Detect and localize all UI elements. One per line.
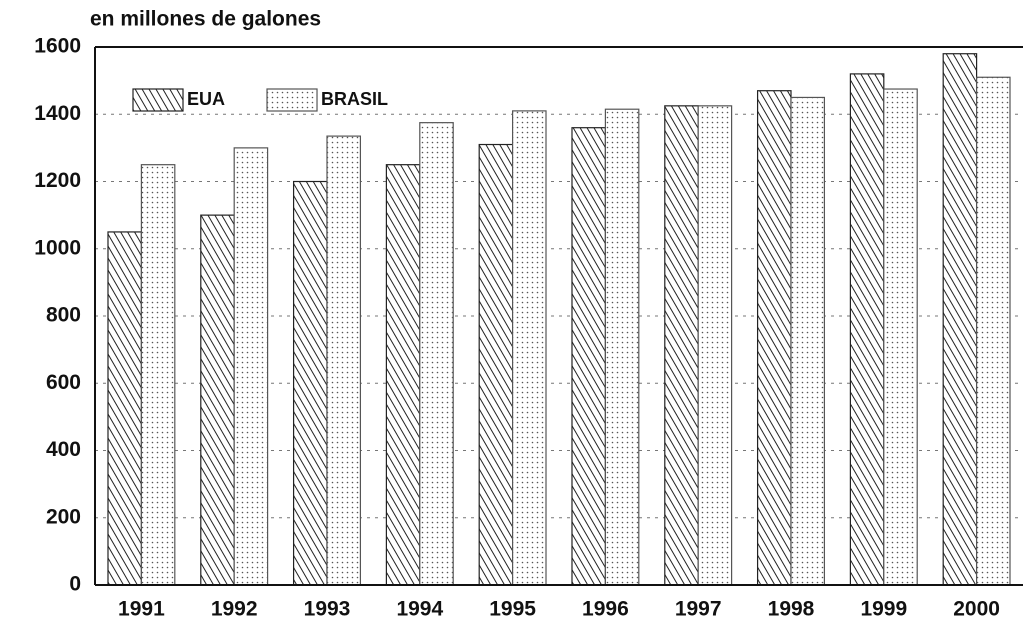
bar bbox=[385, 164, 421, 586]
chart-title: en millones de galones bbox=[90, 8, 321, 31]
bar bbox=[140, 164, 176, 586]
y-tick-label: 800 bbox=[46, 304, 81, 327]
bar bbox=[233, 147, 269, 586]
legend-label: EUA bbox=[187, 89, 225, 109]
bar bbox=[975, 76, 1011, 586]
y-tick-label: 200 bbox=[46, 505, 81, 528]
y-tick-label: 0 bbox=[69, 573, 81, 596]
bar bbox=[664, 105, 699, 586]
y-tick-label: 1000 bbox=[34, 236, 81, 259]
bar bbox=[326, 135, 362, 586]
bar bbox=[511, 110, 547, 586]
legend-label: BRASIL bbox=[321, 89, 388, 109]
bar bbox=[697, 105, 733, 586]
bar bbox=[604, 108, 640, 586]
y-tick-label: 1200 bbox=[34, 169, 81, 192]
bar bbox=[478, 143, 514, 586]
x-tick-label: 1996 bbox=[582, 598, 629, 621]
y-tick-label: 1600 bbox=[34, 35, 81, 58]
bar bbox=[849, 73, 885, 586]
bar bbox=[756, 90, 792, 586]
x-tick-label: 1995 bbox=[489, 598, 536, 621]
x-tick-label: 1991 bbox=[118, 598, 165, 621]
y-tick-label: 400 bbox=[46, 438, 81, 461]
x-tick-label: 1992 bbox=[211, 598, 258, 621]
bar bbox=[292, 180, 328, 586]
bar bbox=[107, 231, 142, 586]
bar bbox=[942, 53, 978, 586]
bar bbox=[883, 88, 918, 586]
x-tick-label: 1998 bbox=[768, 598, 815, 621]
bar bbox=[200, 214, 235, 586]
x-tick-label: 2000 bbox=[953, 598, 1000, 621]
y-tick-label: 600 bbox=[46, 371, 81, 394]
x-tick-label: 1999 bbox=[860, 598, 907, 621]
bar bbox=[790, 96, 826, 586]
bar bbox=[571, 127, 607, 586]
legend-swatch bbox=[132, 88, 184, 112]
x-tick-label: 1994 bbox=[396, 598, 443, 621]
y-tick-label: 1400 bbox=[34, 102, 81, 125]
bar bbox=[419, 122, 454, 586]
x-tick-label: 1997 bbox=[675, 598, 722, 621]
x-tick-label: 1993 bbox=[304, 598, 351, 621]
legend-swatch bbox=[266, 88, 318, 112]
